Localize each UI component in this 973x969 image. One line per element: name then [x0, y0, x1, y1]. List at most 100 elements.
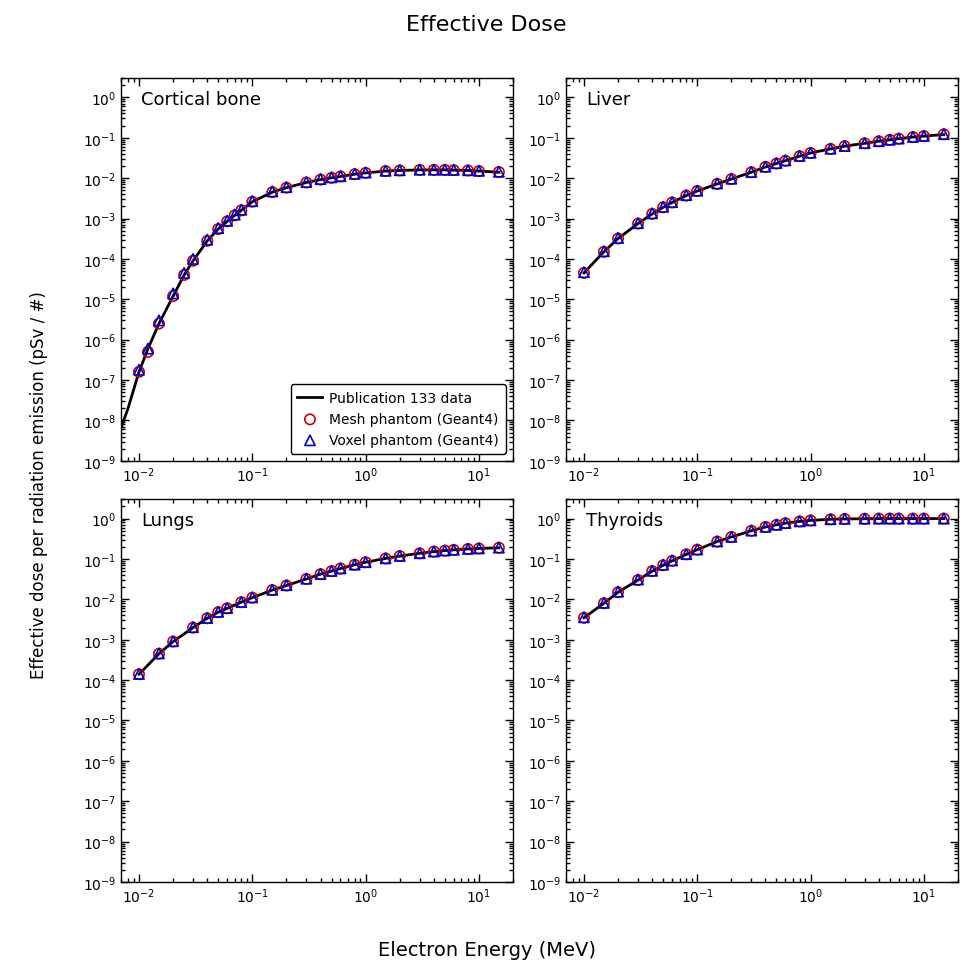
Point [596, 596, 612, 611]
Point [631, 216, 646, 232]
Point [446, 543, 461, 558]
Point [426, 163, 442, 178]
Point [491, 541, 507, 556]
Point [690, 542, 705, 557]
Point [176, 268, 192, 284]
Point [769, 517, 784, 533]
Point [278, 578, 294, 594]
Point [724, 172, 739, 188]
Point [792, 515, 808, 530]
Point [312, 172, 328, 188]
Point [631, 573, 646, 588]
Point [165, 634, 181, 649]
Point [446, 163, 461, 178]
Point [631, 217, 646, 233]
Point [324, 564, 340, 579]
Point [199, 610, 215, 626]
Point [724, 530, 739, 546]
Point [426, 545, 442, 560]
Point [471, 541, 486, 556]
Point [792, 514, 808, 529]
Point [891, 132, 907, 147]
Point [656, 200, 671, 215]
Point [151, 646, 166, 662]
Point [219, 214, 234, 230]
Point [210, 605, 226, 620]
Point [346, 167, 362, 182]
Point [446, 163, 461, 178]
Point [378, 164, 393, 179]
Point [265, 582, 280, 598]
Point [151, 317, 166, 332]
Point [412, 163, 427, 178]
Point [837, 512, 852, 527]
Point [265, 582, 280, 598]
Point [446, 543, 461, 558]
Point [412, 546, 427, 561]
Point [837, 140, 852, 155]
Point [151, 646, 166, 662]
Point [882, 133, 897, 148]
Point [803, 514, 818, 529]
Point [333, 561, 348, 577]
Point [837, 140, 852, 155]
Point [871, 512, 886, 527]
Text: Lungs: Lungs [141, 512, 195, 529]
Point [265, 185, 280, 201]
Point [219, 601, 234, 616]
Point [333, 170, 348, 185]
Point [460, 164, 476, 179]
Point [596, 595, 612, 610]
Point [803, 513, 818, 528]
Point [324, 171, 340, 186]
Point [312, 172, 328, 188]
Point [777, 516, 793, 531]
Point [324, 564, 340, 579]
Point [244, 194, 260, 209]
Point [891, 132, 907, 147]
Point [265, 184, 280, 200]
Point [392, 548, 408, 564]
Point [823, 512, 839, 527]
Point [882, 512, 897, 527]
Point [234, 595, 249, 610]
Point [690, 184, 705, 200]
Point [644, 564, 660, 579]
Point [460, 542, 476, 557]
Point [678, 547, 694, 563]
Point [227, 207, 242, 223]
Point [905, 130, 920, 145]
Point [743, 165, 759, 180]
Point [412, 163, 427, 178]
Point [610, 232, 626, 247]
Point [936, 512, 952, 527]
Point [299, 572, 314, 587]
Point [803, 146, 818, 162]
Point [437, 163, 452, 178]
Point [437, 544, 452, 559]
Point [936, 127, 952, 142]
Point [769, 517, 784, 533]
Point [210, 222, 226, 237]
Point [792, 149, 808, 165]
Point [758, 519, 774, 535]
Point [471, 541, 486, 556]
Point [437, 544, 452, 559]
Point [656, 557, 671, 573]
Point [743, 166, 759, 181]
Point [610, 584, 626, 600]
Point [378, 551, 393, 567]
Point [244, 590, 260, 606]
Point [471, 164, 486, 179]
Point [803, 146, 818, 162]
Point [576, 610, 592, 625]
Point [905, 512, 920, 527]
Point [140, 345, 156, 360]
Point [392, 164, 408, 179]
Point [278, 578, 294, 593]
Point [131, 667, 147, 682]
Point [690, 543, 705, 558]
Point [460, 164, 476, 179]
Point [678, 189, 694, 204]
Point [644, 206, 660, 222]
